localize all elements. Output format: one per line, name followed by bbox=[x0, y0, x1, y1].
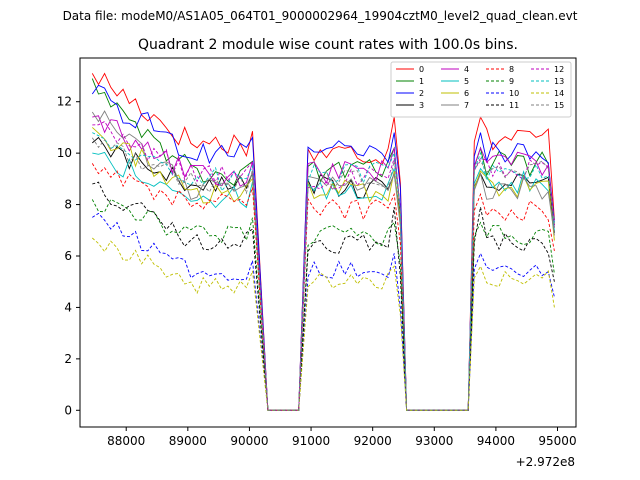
y-tick-label: 0 bbox=[64, 403, 72, 417]
y-tick-label: 8 bbox=[64, 198, 72, 212]
legend-label-4: 4 bbox=[464, 65, 469, 74]
x-tick-label: 90000 bbox=[230, 434, 268, 448]
series-line-12 bbox=[92, 120, 555, 411]
series-line-8 bbox=[91, 163, 555, 411]
x-tick-label: 89000 bbox=[169, 434, 207, 448]
series-line-0 bbox=[91, 72, 555, 411]
x-tick-label: 94000 bbox=[477, 434, 515, 448]
series-line-11 bbox=[92, 181, 555, 411]
series-line-9 bbox=[91, 198, 555, 411]
series-line-6 bbox=[91, 127, 555, 411]
legend-label-9: 9 bbox=[509, 77, 514, 86]
legend-box bbox=[390, 61, 572, 118]
series-line-10 bbox=[92, 212, 555, 411]
y-tick-label: 6 bbox=[64, 249, 72, 263]
legend-label-11: 11 bbox=[509, 101, 519, 110]
plot-frame bbox=[79, 57, 577, 428]
y-tick-label: 10 bbox=[57, 146, 72, 160]
series-line-13 bbox=[92, 132, 555, 411]
plot-area bbox=[80, 58, 576, 427]
legend-label-12: 12 bbox=[554, 65, 564, 74]
series-line-5 bbox=[92, 151, 555, 411]
series-line-4 bbox=[92, 115, 555, 411]
series-line-2 bbox=[91, 84, 555, 411]
legend-label-10: 10 bbox=[509, 89, 519, 98]
legend-label-6: 6 bbox=[464, 89, 469, 98]
legend-label-8: 8 bbox=[509, 65, 514, 74]
legend-label-5: 5 bbox=[464, 77, 469, 86]
legend-label-1: 1 bbox=[419, 77, 424, 86]
legend-label-15: 15 bbox=[554, 101, 564, 110]
x-tick-label: 93000 bbox=[415, 434, 453, 448]
series-line-14 bbox=[92, 237, 555, 411]
legend-label-0: 0 bbox=[419, 65, 424, 74]
series-layer bbox=[91, 72, 555, 411]
y-tick-label: 12 bbox=[57, 95, 72, 109]
x-tick-label: 92000 bbox=[354, 434, 392, 448]
legend-label-7: 7 bbox=[464, 101, 469, 110]
legend-label-2: 2 bbox=[419, 89, 424, 98]
series-line-7 bbox=[91, 110, 555, 411]
series-line-15 bbox=[91, 137, 555, 411]
legend-label-13: 13 bbox=[554, 77, 564, 86]
chart-title: Quadrant 2 module wise count rates with … bbox=[138, 37, 518, 53]
x-tick-label: 91000 bbox=[292, 434, 330, 448]
y-tick-label: 2 bbox=[64, 352, 72, 366]
chart-suptitle: Data file: modeM0/AS1A05_064T01_90000029… bbox=[63, 9, 578, 23]
y-tick-label: 4 bbox=[64, 300, 72, 314]
legend-label-3: 3 bbox=[419, 101, 424, 110]
axes-layer: 88000 89000 90000 91000 92000 93000 94000 95000… bbox=[57, 95, 577, 448]
legend-label-14: 14 bbox=[554, 89, 564, 98]
x-tick-label: 95000 bbox=[538, 434, 576, 448]
x-offset-label: +2.972e8 bbox=[516, 455, 575, 469]
x-tick-label: 88000 bbox=[107, 434, 145, 448]
